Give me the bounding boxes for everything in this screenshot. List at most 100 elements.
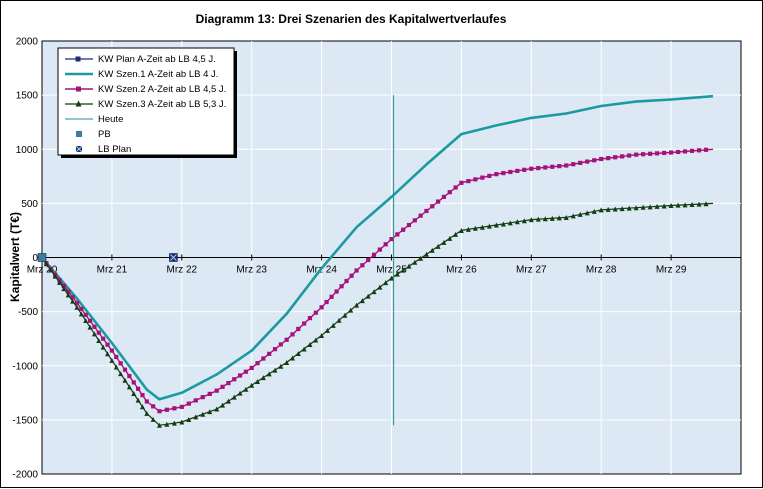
series-point-szen3 xyxy=(661,203,667,209)
series-point-szen3 xyxy=(521,218,527,224)
series-point-szen3 xyxy=(626,205,632,211)
series-point-szen1 xyxy=(474,129,477,132)
series-point-szen1 xyxy=(627,101,631,104)
series-point-szen2 xyxy=(302,321,307,326)
series-point-szen1 xyxy=(345,237,348,241)
series-point-szen1 xyxy=(187,387,191,391)
x-tick-label: Mrz 26 xyxy=(446,265,477,276)
series-point-szen2 xyxy=(114,354,119,360)
series-point-szen3 xyxy=(83,318,89,324)
series-point-szen3 xyxy=(528,217,534,223)
y-tick-label: -500 xyxy=(18,307,38,318)
series-point-szen2 xyxy=(214,388,219,393)
series-point-szen3 xyxy=(453,231,459,237)
series-point-szen2 xyxy=(389,236,394,242)
series-point-szen2 xyxy=(578,160,583,165)
series-point-szen1 xyxy=(683,97,687,100)
series-point-szen3 xyxy=(354,302,360,308)
series-point-szen3 xyxy=(319,332,325,338)
series-point-szen2 xyxy=(543,165,548,170)
x-tick-label: Mrz 27 xyxy=(516,265,547,276)
series-point-szen1 xyxy=(208,376,212,380)
series-point-szen1 xyxy=(407,179,411,182)
series-point-szen1 xyxy=(298,295,302,299)
series-point-szen3 xyxy=(689,201,695,207)
series-point-szen3 xyxy=(675,202,681,208)
series-point-szen3 xyxy=(696,201,702,207)
series-point-szen3 xyxy=(307,341,313,347)
series-point-szen3 xyxy=(465,226,471,232)
series-point-szen2 xyxy=(627,153,632,158)
series-point-szen3 xyxy=(365,293,371,299)
series-point-szen1 xyxy=(136,376,140,380)
series-point-szen3 xyxy=(284,360,290,366)
series-point-szen1 xyxy=(232,361,236,364)
series-point-szen2 xyxy=(267,351,272,356)
series-point-szen3 xyxy=(563,214,569,220)
legend-label-heute: Heute xyxy=(98,114,123,125)
series-point-szen1 xyxy=(620,102,624,105)
series-point-szen2 xyxy=(412,218,417,223)
series-point-szen1 xyxy=(275,323,278,326)
series-point-szen2 xyxy=(92,324,97,329)
series-point-szen1 xyxy=(530,116,533,120)
series-point-szen2 xyxy=(226,380,231,386)
series-point-szen1 xyxy=(215,373,219,376)
series-point-szen3 xyxy=(549,215,555,221)
series-point-szen3 xyxy=(633,205,639,211)
series-point-szen2 xyxy=(641,152,646,157)
series-point-szen1 xyxy=(634,100,638,103)
series-point-szen3 xyxy=(330,322,336,328)
series-point-szen1 xyxy=(585,107,589,111)
series-point-szen2 xyxy=(140,393,145,398)
series-point-szen1 xyxy=(502,122,505,126)
series-point-szen2 xyxy=(151,404,156,409)
series-point-szen2 xyxy=(329,294,334,299)
series-point-szen2 xyxy=(232,377,237,382)
series-point-szen2 xyxy=(371,252,377,257)
series-point-szen1 xyxy=(523,118,526,121)
series-point-szen1 xyxy=(65,285,69,289)
series-point-szen1 xyxy=(396,190,399,193)
y-tick-label: -1000 xyxy=(12,361,38,372)
series-point-szen3 xyxy=(612,206,618,212)
series-point-szen3 xyxy=(131,390,137,396)
series-point-szen3 xyxy=(324,327,330,333)
series-point-szen3 xyxy=(535,216,541,222)
series-point-szen1 xyxy=(509,121,512,124)
series-point-szen2 xyxy=(360,263,365,268)
x-tick-label: Mrz 28 xyxy=(586,265,617,276)
series-point-szen3 xyxy=(74,304,80,310)
series-point-szen3 xyxy=(207,409,213,415)
y-tick-label: 2000 xyxy=(16,37,39,48)
series-point-szen2 xyxy=(682,149,688,154)
series-point-szen1 xyxy=(355,225,358,229)
series-point-szen2 xyxy=(313,310,318,315)
x-tick-label: Mrz 25 xyxy=(376,265,407,276)
series-point-szen3 xyxy=(237,390,243,396)
series-point-szen2 xyxy=(136,386,141,391)
series-point-szen1 xyxy=(704,95,708,99)
series-point-szen3 xyxy=(507,220,513,226)
series-point-szen3 xyxy=(135,397,141,403)
series-point-szen1 xyxy=(158,398,161,401)
series-point-szen2 xyxy=(272,347,278,352)
series-point-szen2 xyxy=(441,194,447,199)
chart-title: Diagramm 13: Drei Szenarien des Kapitalw… xyxy=(196,12,507,26)
series-point-szen2 xyxy=(571,162,576,167)
series-point-szen2 xyxy=(696,148,702,153)
series-point-szen1 xyxy=(442,147,446,151)
series-szen3 xyxy=(39,201,714,428)
series-point-szen3 xyxy=(122,377,128,383)
series-point-szen1 xyxy=(132,370,136,374)
series-point-szen1 xyxy=(60,279,64,283)
series-point-szen3 xyxy=(479,224,485,230)
legend-label-lbplan: LB Plan xyxy=(98,144,131,155)
series-point-szen1 xyxy=(578,109,582,112)
series-point-szen2 xyxy=(61,283,66,289)
series-point-szen1 xyxy=(516,119,519,123)
series-point-szen1 xyxy=(401,184,405,188)
series-point-szen2 xyxy=(669,150,674,155)
series-point-szen3 xyxy=(150,416,156,422)
series-point-szen3 xyxy=(447,235,453,241)
